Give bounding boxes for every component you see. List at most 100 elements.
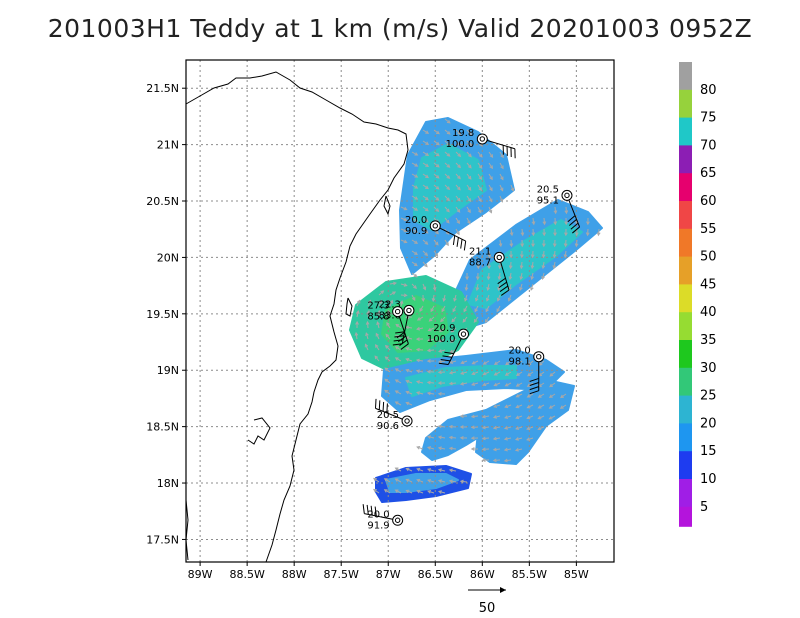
x-tick-label: 88W [282,568,307,581]
wind-arrow-head [394,390,399,394]
wind-arrow-head [504,415,509,419]
station-icon-inner [394,517,401,523]
y-tick-label: 17.5N [146,533,179,546]
wind-arrow-head [424,196,429,201]
colorbar-label: 5 [700,500,708,515]
observation-pressure: 95.1 [537,195,559,206]
wind-arrow-head [503,436,508,441]
wind-arrow-head [585,232,590,237]
wind-barb-flag [463,240,467,251]
wind-arrow-head [425,152,430,156]
wind-arrow-head [492,425,497,430]
wind-arrow-head [415,347,420,352]
colorbar-swatch [679,506,692,527]
wind-arrow-head [507,297,512,302]
swath-southeast-swath [475,381,575,465]
wind-arrow-head [383,478,388,482]
colorbar-swatch [679,62,692,91]
wind-arrow-head [414,185,419,189]
wind-barb-flag [568,218,577,226]
wind-barb-flag [382,401,385,412]
observation-wind: 20.9 [433,323,455,334]
wind-arrow-head [459,479,464,484]
wind-arrow-head [537,426,542,431]
wind-barb-flag [498,281,507,289]
colorbar-swatch [679,284,692,313]
wind-barb-flag [452,235,456,246]
wind-arrow-head [424,218,429,223]
wind-arrow-head [446,119,451,124]
wind-arrow-head [437,435,442,440]
wind-arrow-head [414,251,418,256]
wind-arrow-head [367,299,372,304]
wind-arrow-head [394,401,399,405]
station-icon [429,220,441,232]
wind-arrow-head [515,394,520,398]
wind-arrow-head [468,142,472,147]
wind-arrow-head [464,297,468,302]
y-tick-label: 19.5N [146,308,179,321]
wind-arrow-head [531,232,536,237]
coastline [185,71,409,563]
wind-arrow-head [504,404,509,409]
wind-arrow-head [497,265,502,270]
wind-arrow-head [438,338,443,343]
station-icon-inner [496,254,502,261]
wind-arrow-head [456,231,460,236]
wind-arrow-head [530,254,535,259]
wind-arrow-head [424,252,429,257]
wind-arrow-head [462,318,467,323]
station-icon [493,251,505,263]
wind-arrow-head [496,308,500,313]
colorbar-swatch [679,423,692,452]
wind-arrow-head [541,265,546,270]
wind-arrow-head [520,254,524,259]
coastline-bay [247,417,271,445]
wind-arrow-head [470,436,475,441]
wind-arrow-head [424,207,429,212]
wind-arrow-head [509,243,514,248]
wind-barb-staff [364,513,398,521]
wind-arrow-head [489,176,493,181]
colorbar-swatch [679,256,692,285]
wind-arrow-head [440,318,444,323]
colorbar-swatch [679,312,692,341]
observation-wind: 27.3 [367,301,389,312]
wind-arrow-head [504,372,509,376]
wind-arrow-head [435,230,439,235]
wind-arrow-head [375,332,380,337]
wind-arrow-head [552,254,557,259]
wind-arrow-head [500,176,504,181]
wind-arrow-head [457,164,462,169]
wind-arrow-head [527,372,531,377]
x-ticks: 89W 88.5W 88W 87.5W 87W 86.5W 86W 85.5W 85W [188,562,589,581]
wind-arrow-head [428,317,433,322]
colorbar-swatch [679,173,692,202]
wind-arrow-head [497,276,502,281]
colorbar-label: 60 [700,194,717,209]
wind-arrow-head [366,309,371,314]
wind-arrow-head [453,297,457,302]
wind-arrow-head [446,142,451,146]
wind-arrow-head [508,276,513,281]
wind-arrow-head [514,447,519,452]
wind-arrow-head [482,382,487,387]
wind-arrow-head [416,478,421,483]
wind-arrow-head [515,383,520,387]
station-icon-inner [394,308,401,315]
grid [186,60,614,562]
wind-arrow-head [437,424,442,429]
wind-arrow-head [470,447,475,451]
colorbar-swatch [679,145,692,174]
observation: 27.385.8 [367,301,409,350]
wind-arrow-head [448,381,453,386]
station-icon [392,306,404,318]
wind-arrow-head [542,221,547,226]
observation-wind: 20.5 [537,184,559,195]
wind-barb-flag [497,277,506,285]
wind-arrow-head [553,221,558,226]
observation-wind: 20.0 [508,346,530,357]
wind-arrow-head [414,163,419,167]
